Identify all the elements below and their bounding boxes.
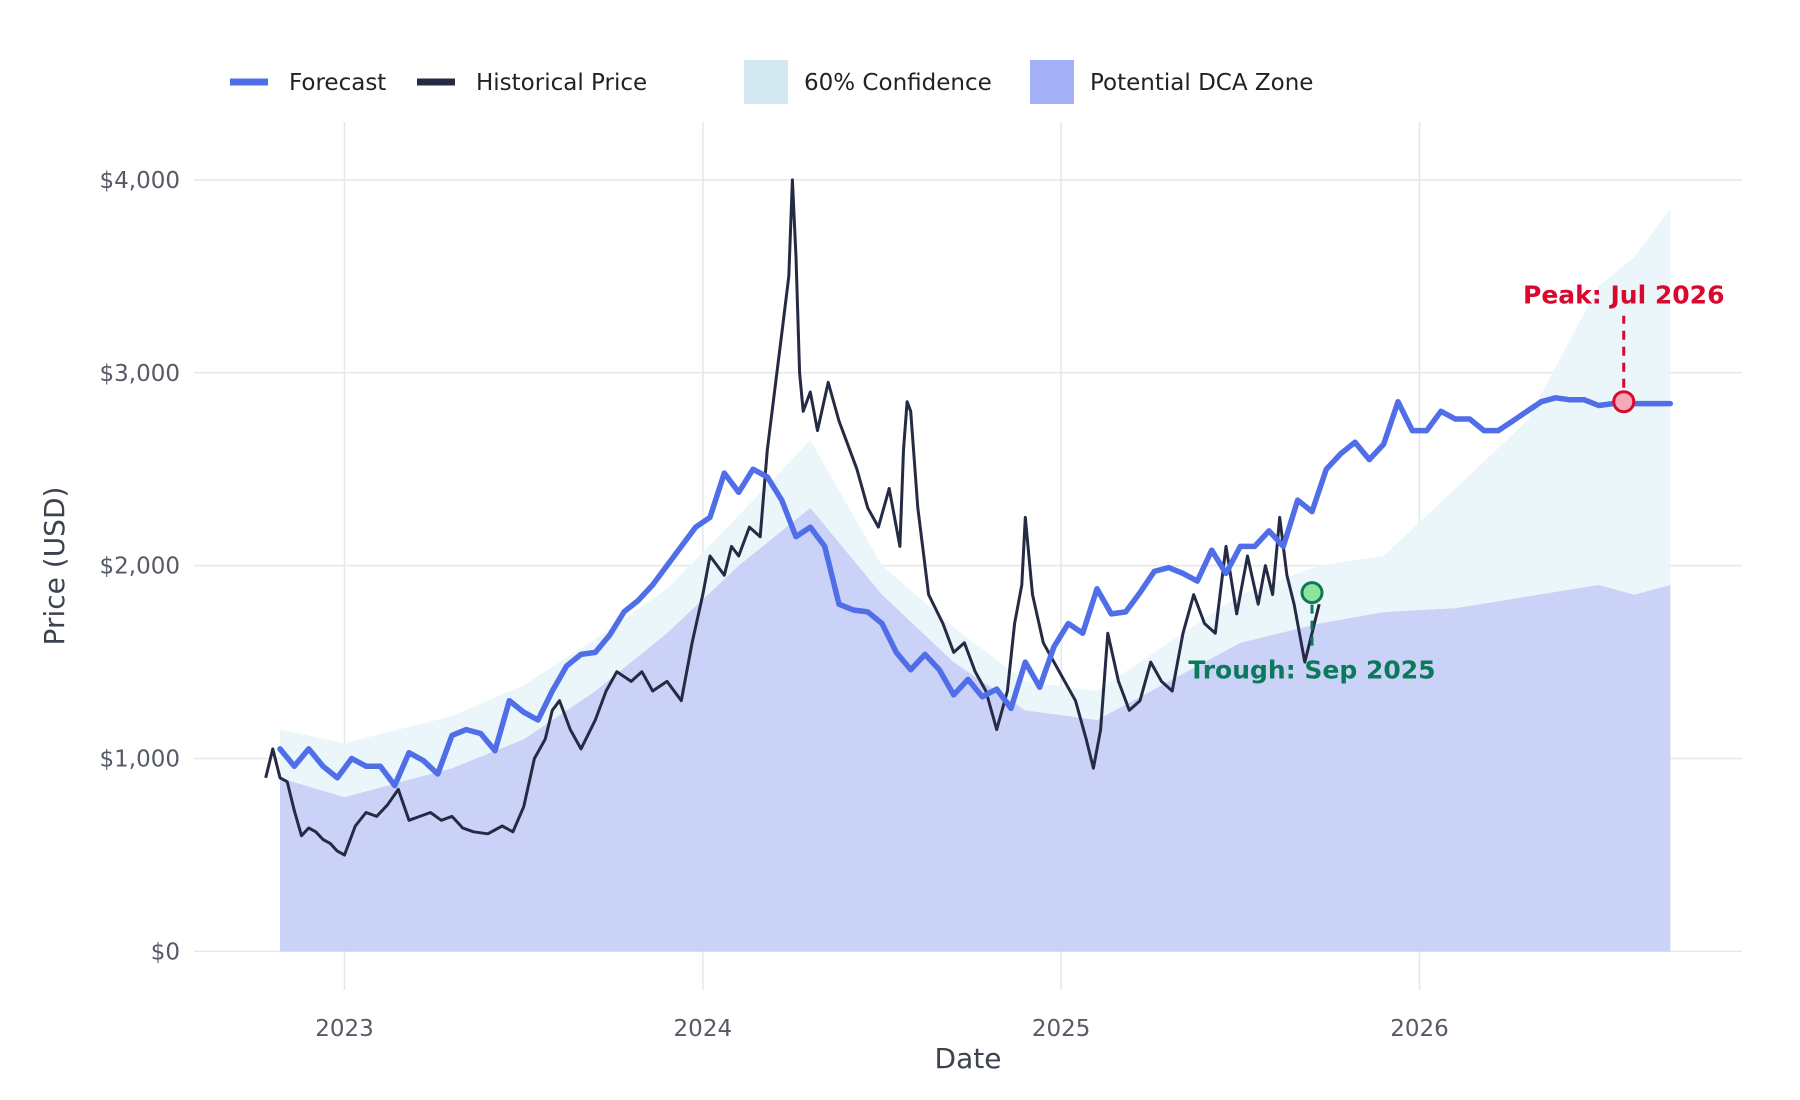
x-tick-label: 2026 [1390, 1016, 1449, 1042]
legend-label: Forecast [289, 70, 386, 96]
trough-marker [1300, 581, 1324, 605]
y-axis-title: Price (USD) [38, 487, 71, 646]
legend-swatch [744, 60, 788, 104]
trough-label: Trough: Sep 2025 [1188, 656, 1435, 685]
x-axis-title: Date [935, 1042, 1002, 1075]
legend-swatch [1030, 60, 1074, 104]
legend-label: Historical Price [476, 70, 647, 96]
y-tick-label: $2,000 [100, 554, 180, 580]
y-tick-label: $0 [151, 939, 180, 965]
annotations: Peak: Jul 2026 Trough: Sep 2025 [1188, 281, 1724, 685]
historical-price-path [264, 178, 1321, 857]
forecast-line [277, 395, 1674, 789]
x-tick-label: 2025 [1032, 1016, 1091, 1042]
peak-label: Peak: Jul 2026 [1523, 281, 1724, 310]
y-tick-label: $1,000 [100, 747, 180, 773]
confidence-band-fill [280, 208, 1671, 798]
legend-label: Potential DCA Zone [1090, 70, 1313, 96]
y-tick-label: $3,000 [100, 361, 180, 387]
tick-labels: $0 $1,000 $2,000 $3,000 $4,000 2023 2024 2025 20… [100, 168, 1449, 1042]
forecast-path [277, 395, 1674, 789]
dca-zone-area [280, 507, 1671, 952]
historical-price-line [264, 178, 1321, 857]
y-tick-label: $4,000 [100, 168, 180, 194]
x-tick-label: 2024 [674, 1016, 733, 1042]
peak-marker [1612, 390, 1636, 414]
x-tick-label: 2023 [315, 1016, 374, 1042]
dca-zone-fill [280, 507, 1671, 952]
confidence-band [280, 208, 1671, 798]
legend-label: 60% Confidence [804, 70, 992, 96]
legend: Forecast Historical Price 60% Confidence Po… [230, 60, 1313, 104]
